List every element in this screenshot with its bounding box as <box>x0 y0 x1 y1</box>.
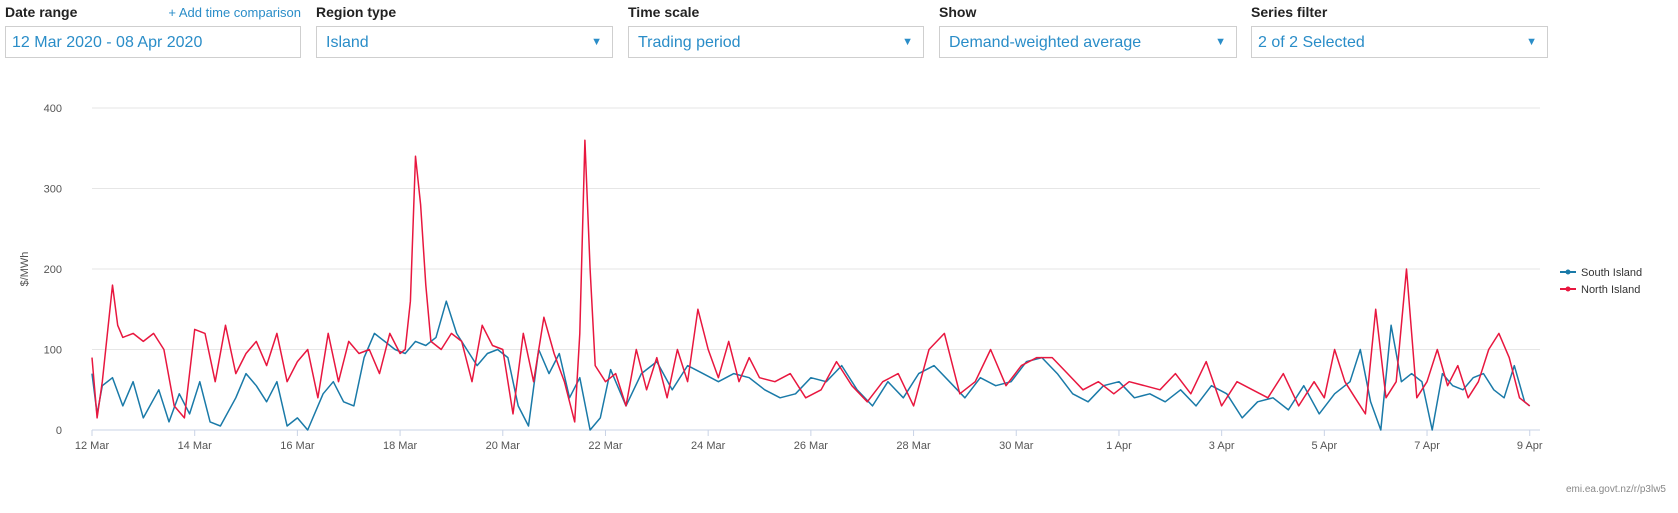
x-tick-label: 30 Mar <box>999 440 1034 452</box>
y-axis-title: $/MWh <box>19 252 31 287</box>
show-label: Show <box>939 4 977 20</box>
region-type-value: Island <box>326 34 369 51</box>
region-type-select[interactable]: Island ▼ <box>316 26 613 58</box>
y-tick-label: 300 <box>44 184 62 196</box>
x-tick-label: 14 Mar <box>178 440 213 452</box>
x-tick-label: 28 Mar <box>896 440 931 452</box>
chevron-down-icon: ▼ <box>1215 36 1226 48</box>
chevron-down-icon: ▼ <box>591 36 602 48</box>
series-filter-select[interactable]: 2 of 2 Selected ▼ <box>1251 26 1548 58</box>
y-tick-label: 200 <box>44 264 62 276</box>
x-tick-label: 9 Apr <box>1517 440 1543 452</box>
legend-marker-south-island[interactable] <box>1565 269 1571 275</box>
series-line-north-island <box>91 139 1531 423</box>
add-time-comparison-link[interactable]: + Add time comparison <box>168 5 301 20</box>
legend-label-south-island[interactable]: South Island <box>1581 267 1642 279</box>
source-link[interactable]: emi.ea.govt.nz/r/p3lw5 <box>1565 484 1666 495</box>
date-range-input[interactable]: 12 Mar 2020 - 08 Apr 2020 <box>5 26 301 58</box>
series-line-south-island <box>91 300 1531 431</box>
date-range-label: Date range <box>5 4 78 20</box>
filter-bar: Date range + Add time comparison 12 Mar … <box>0 0 1678 70</box>
y-tick-label: 0 <box>56 425 62 437</box>
x-tick-label: 20 Mar <box>486 440 521 452</box>
series-filter-value: 2 of 2 Selected <box>1258 34 1365 51</box>
chevron-down-icon: ▼ <box>1526 36 1537 48</box>
time-scale-label: Time scale <box>628 4 700 20</box>
x-tick-label: 12 Mar <box>75 440 110 452</box>
x-tick-label: 26 Mar <box>794 440 829 452</box>
show-value: Demand-weighted average <box>949 34 1142 51</box>
series-filter-label: Series filter <box>1251 4 1328 20</box>
x-tick-label: 18 Mar <box>383 440 418 452</box>
x-tick-label: 24 Mar <box>691 440 726 452</box>
legend-label-north-island[interactable]: North Island <box>1581 284 1640 296</box>
price-chart: 0 100 200 300 400 12 Mar 14 Mar 16 Mar 18 Mar 20 … <box>19 103 1642 452</box>
time-scale-select[interactable]: Trading period ▼ <box>628 26 924 58</box>
x-tick-label: 16 Mar <box>280 440 315 452</box>
y-tick-label: 100 <box>44 345 62 357</box>
y-tick-label: 400 <box>44 103 62 115</box>
date-range-value: 12 Mar 2020 - 08 Apr 2020 <box>12 34 203 51</box>
region-type-label: Region type <box>316 4 397 20</box>
x-tick-label: 22 Mar <box>588 440 623 452</box>
x-tick-label: 7 Apr <box>1414 440 1440 452</box>
x-tick-label: 5 Apr <box>1311 440 1337 452</box>
x-tick-label: 3 Apr <box>1209 440 1235 452</box>
chevron-down-icon: ▼ <box>902 36 913 48</box>
x-tick-label: 1 Apr <box>1106 440 1132 452</box>
legend-marker-north-island[interactable] <box>1565 286 1571 292</box>
show-select[interactable]: Demand-weighted average ▼ <box>939 26 1237 58</box>
time-scale-value: Trading period <box>638 34 741 51</box>
